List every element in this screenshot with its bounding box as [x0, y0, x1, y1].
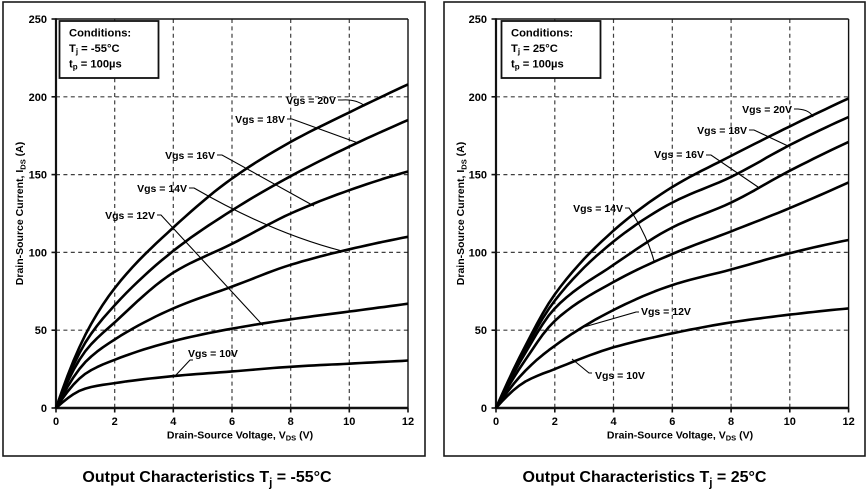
- svg-text:Vgs = 12V: Vgs = 12V: [641, 306, 691, 318]
- svg-text:0: 0: [53, 416, 59, 428]
- svg-text:200: 200: [29, 92, 47, 104]
- svg-text:Vgs = 14V: Vgs = 14V: [137, 183, 187, 195]
- svg-text:Vgs = 18V: Vgs = 18V: [235, 114, 285, 126]
- svg-text:0: 0: [41, 403, 47, 415]
- svg-text:Vgs = 16V: Vgs = 16V: [165, 150, 215, 162]
- svg-text:2: 2: [552, 416, 558, 428]
- svg-text:0: 0: [481, 403, 487, 415]
- svg-text:150: 150: [29, 170, 47, 182]
- svg-text:6: 6: [669, 416, 675, 428]
- svg-text:Vgs = 16V: Vgs = 16V: [654, 149, 704, 161]
- svg-text:Drain-Source Voltage, VDS (V): Drain-Source Voltage, VDS (V): [167, 429, 313, 442]
- svg-text:Vgs = 20V: Vgs = 20V: [286, 95, 336, 107]
- svg-text:50: 50: [35, 325, 47, 337]
- svg-text:150: 150: [469, 170, 487, 182]
- svg-text:100: 100: [29, 247, 47, 259]
- svg-text:Vgs = 10V: Vgs = 10V: [595, 370, 645, 382]
- svg-text:2: 2: [112, 416, 118, 428]
- svg-text:Drain-Source Voltage, VDS (V): Drain-Source Voltage, VDS (V): [607, 429, 753, 442]
- svg-text:4: 4: [170, 416, 177, 428]
- svg-text:Conditions:: Conditions:: [69, 28, 131, 40]
- svg-text:Tj = -55°C: Tj = -55°C: [69, 43, 120, 56]
- svg-text:tp = 100µs: tp = 100µs: [69, 59, 122, 72]
- svg-text:250: 250: [469, 14, 487, 26]
- svg-text:Output Characteristics Tj = -5: Output Characteristics Tj = -55°C: [82, 469, 332, 490]
- svg-text:Output Characteristics Tj = 25: Output Characteristics Tj = 25°C: [523, 469, 767, 490]
- svg-text:Vgs = 12V: Vgs = 12V: [105, 210, 155, 222]
- svg-text:Drain-Source Current, IDS (A): Drain-Source Current, IDS (A): [455, 142, 468, 285]
- svg-text:Vgs = 20V: Vgs = 20V: [742, 104, 792, 116]
- svg-text:10: 10: [784, 416, 796, 428]
- svg-text:8: 8: [728, 416, 734, 428]
- svg-text:6: 6: [229, 416, 235, 428]
- svg-text:200: 200: [469, 92, 487, 104]
- svg-text:Vgs = 10V: Vgs = 10V: [188, 348, 238, 360]
- svg-text:0: 0: [493, 416, 499, 428]
- svg-text:8: 8: [288, 416, 294, 428]
- svg-text:Tj = 25°C: Tj = 25°C: [511, 43, 558, 56]
- svg-text:Drain-Source Current, IDS (A): Drain-Source Current, IDS (A): [14, 142, 27, 285]
- svg-text:Conditions:: Conditions:: [511, 28, 573, 40]
- svg-text:Vgs = 14V: Vgs = 14V: [573, 203, 623, 215]
- svg-text:100: 100: [469, 247, 487, 259]
- svg-text:250: 250: [29, 14, 47, 26]
- svg-text:12: 12: [402, 416, 414, 428]
- svg-text:50: 50: [475, 325, 487, 337]
- svg-text:4: 4: [610, 416, 617, 428]
- svg-text:10: 10: [343, 416, 355, 428]
- svg-text:Vgs = 18V: Vgs = 18V: [697, 125, 747, 137]
- svg-text:tp = 100µs: tp = 100µs: [511, 59, 564, 72]
- svg-text:12: 12: [842, 416, 854, 428]
